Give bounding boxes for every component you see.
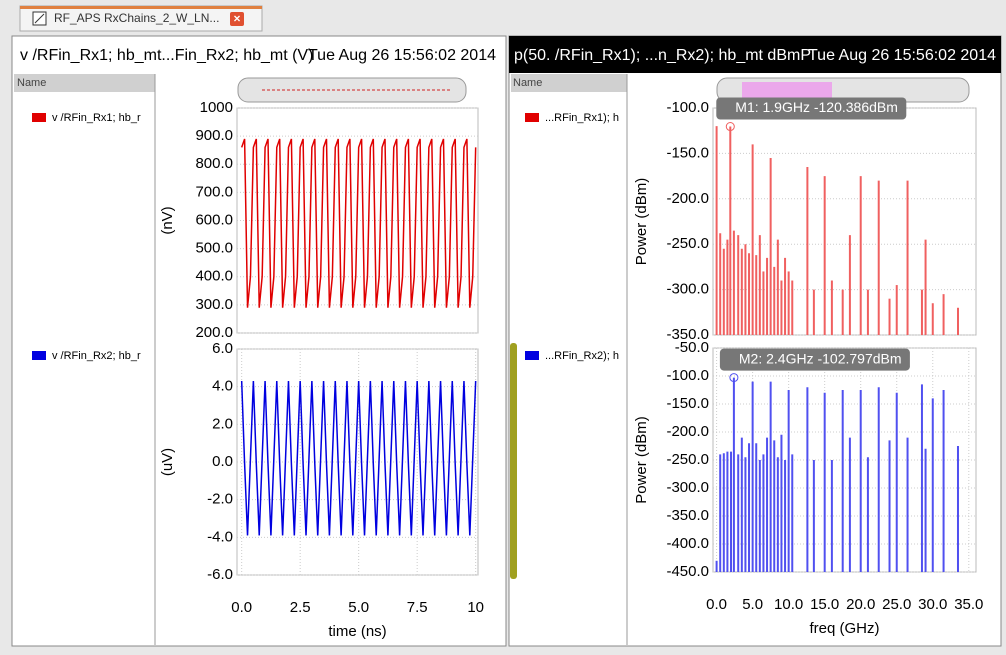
y-tick-label: 500.0 [195, 240, 233, 257]
trace-name[interactable]: v /RFin_Rx1; hb_r [52, 112, 141, 124]
y-tick-label: -300.0 [666, 479, 709, 496]
trace-name[interactable]: ...RFin_Rx1); h [545, 112, 619, 124]
y-tick-label: -6.0 [207, 566, 233, 583]
trace-name[interactable]: ...RFin_Rx2); h [545, 350, 619, 362]
tab-close-icon: × [233, 12, 240, 26]
y-tick-label: 1000 [200, 99, 233, 116]
tab-title: RF_APS RxChains_2_W_LN... [54, 11, 219, 25]
waveform [240, 380, 477, 536]
list-header-bg [511, 74, 627, 92]
list-header-bg [14, 74, 155, 92]
y-axis-label: Power (dBm) [633, 416, 650, 504]
y-tick-label: -150.0 [666, 144, 709, 161]
x-tick-label: 20.0 [846, 596, 875, 613]
y-tick-label: -2.0 [207, 491, 233, 508]
trace-swatch [525, 113, 539, 122]
y-tick-label: 600.0 [195, 211, 233, 228]
y-tick-label: 4.0 [212, 378, 233, 395]
y-tick-label: -4.0 [207, 528, 233, 545]
y-tick-label: 200.0 [195, 324, 233, 341]
x-tick-label: 5.0 [742, 596, 763, 613]
y-tick-label: 900.0 [195, 127, 233, 144]
x-tick-label: 35.0 [954, 596, 983, 613]
x-tick-label: 5.0 [348, 599, 369, 616]
marker-callout [716, 97, 907, 120]
waveform [240, 138, 477, 308]
y-tick-label: 800.0 [195, 155, 233, 172]
y-tick-label: -250.0 [666, 235, 709, 252]
list-header: Name [513, 77, 542, 89]
y-tick-label: 300.0 [195, 296, 233, 313]
y-tick-label: -100.0 [666, 99, 709, 116]
y-tick-label: -350.0 [666, 326, 709, 343]
zoom-preview [742, 82, 832, 98]
marker [729, 373, 739, 383]
x-tick-label: 10.0 [774, 596, 803, 613]
x-tick-label: 0.0 [231, 599, 252, 616]
y-tick-label: -250.0 [666, 451, 709, 468]
x-tick-label: 25.0 [882, 596, 911, 613]
tab[interactable] [19, 5, 263, 32]
y-axis-label: Power (dBm) [633, 178, 650, 266]
y-tick-label: -200.0 [666, 190, 709, 207]
y-tick-label: -350.0 [666, 507, 709, 524]
y-tick-label: -450.0 [666, 563, 709, 580]
trace-swatch [525, 351, 539, 360]
panel-header-bg [509, 36, 1001, 73]
x-tick-label: 10 [467, 599, 484, 616]
y-tick-label: -300.0 [666, 281, 709, 298]
marker [725, 122, 735, 132]
y-tick-label: -400.0 [666, 535, 709, 552]
panel-timestamp: Tue Aug 26 15:56:02 2014 [808, 47, 996, 64]
x-tick-label: 0.0 [706, 596, 727, 613]
y-tick-label: 400.0 [195, 268, 233, 285]
y-tick-label: 6.0 [212, 340, 233, 357]
y-tick-label: 0.0 [212, 453, 233, 470]
list-header: Name [17, 77, 46, 89]
marker-label: M1: 1.9GHz -120.386dBm [735, 99, 898, 115]
x-tick-label: 15.0 [810, 596, 839, 613]
y-axis-label: (nV) [159, 206, 176, 234]
y-axis-label: (uV) [159, 448, 176, 476]
x-tick-label: 30.0 [918, 596, 947, 613]
y-tick-label: 700.0 [195, 183, 233, 200]
y-tick-label: -100.0 [666, 367, 709, 384]
tab-icon-line [34, 13, 45, 24]
x-axis-label: freq (GHz) [809, 620, 879, 637]
splitter[interactable] [510, 343, 517, 579]
x-axis-label: time (ns) [328, 623, 386, 640]
marker-label: M2: 2.4GHz -102.797dBm [739, 350, 902, 366]
marker-callout [719, 348, 910, 371]
y-tick-label: 2.0 [212, 415, 233, 432]
y-tick-label: -50.0 [675, 339, 709, 356]
trace-name[interactable]: v /RFin_Rx2; hb_r [52, 350, 141, 362]
trace-swatch [32, 351, 46, 360]
tab-close[interactable] [230, 12, 244, 26]
x-tick-label: 7.5 [407, 599, 428, 616]
y-tick-label: -150.0 [666, 395, 709, 412]
y-tick-label: -200.0 [666, 423, 709, 440]
panel-header: v /RFin_Rx1; hb_mt...Fin_Rx2; hb_mt (V) [20, 47, 313, 64]
panel-timestamp: Tue Aug 26 15:56:02 2014 [308, 47, 496, 64]
tab-accent [20, 6, 262, 9]
trace-swatch [32, 113, 46, 122]
x-tick-label: 2.5 [290, 599, 311, 616]
panel-header: p(50. /RFin_Rx1); ...n_Rx2); hb_mt dBmP [514, 47, 811, 64]
